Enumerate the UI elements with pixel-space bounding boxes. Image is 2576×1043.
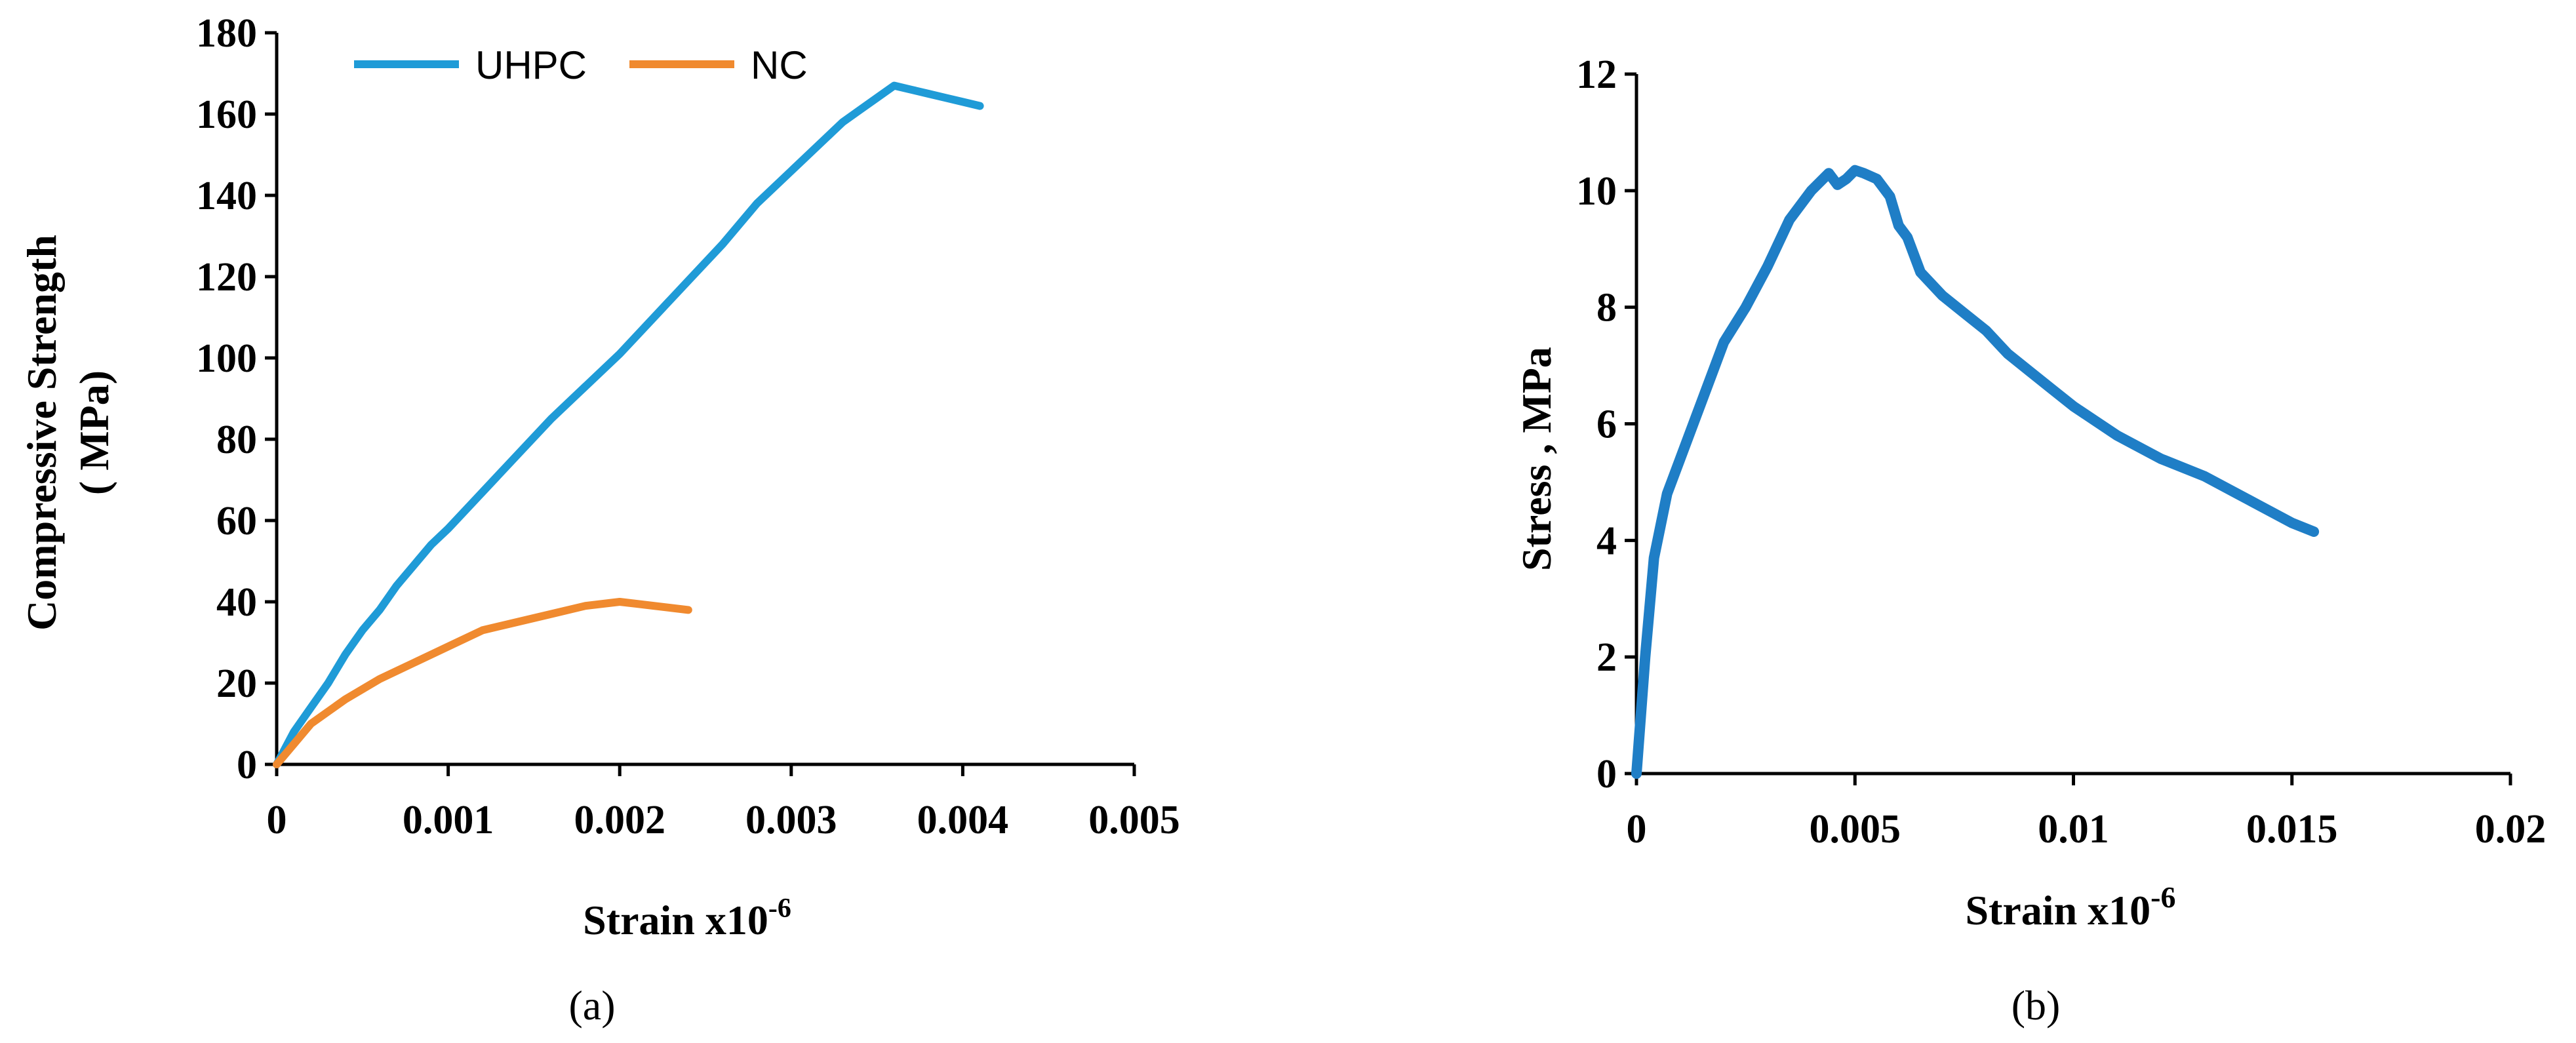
chart-a-x-ticks: 0 0.001 0.002 0.003 0.004 0.005 xyxy=(267,764,1180,842)
chart-b-x-ticks: 0 0.005 0.01 0.015 0.02 xyxy=(1627,774,2546,852)
chart-a-xtick-label: 0.001 xyxy=(403,798,494,842)
chart-b-ytick-label: 8 xyxy=(1596,286,1617,330)
chart-a-legend: UHPC NC xyxy=(354,43,808,87)
chart-b-ylabel: Stress , MPa xyxy=(1513,347,1560,571)
chart-a-xtick-label: 0.002 xyxy=(574,798,665,842)
chart-a-ytick-label: 0 xyxy=(237,743,257,787)
chart-a-ytick-label: 100 xyxy=(196,336,257,381)
chart-a-y-ticks: 0 20 40 60 80 100 120 140 160 180 xyxy=(196,11,277,787)
chart-b: 0 2 4 6 8 10 12 0 0.005 0.01 0.015 0.02 Stress , M… xyxy=(1513,52,2546,1029)
chart-a-xlabel-main: Strain x10 xyxy=(583,897,768,943)
chart-b-ytick-label: 6 xyxy=(1596,403,1617,447)
chart-a-caption: (a) xyxy=(568,982,615,1029)
chart-a-ytick-label: 140 xyxy=(196,174,257,218)
chart-b-series xyxy=(1631,165,2320,779)
chart-a-ytick-label: 80 xyxy=(216,418,257,462)
chart-a-xtick-label: 0.005 xyxy=(1088,798,1180,842)
chart-b-y-ticks: 0 2 4 6 8 10 12 xyxy=(1576,52,1636,797)
chart-a-xlabel-sup: -6 xyxy=(768,894,791,924)
chart-a-ylabel-line2: ( MPa) xyxy=(71,370,117,495)
legend-nc-label: NC xyxy=(751,43,808,87)
chart-b-xtick-label: 0.005 xyxy=(1810,807,1901,852)
chart-b-xtick-label: 0.02 xyxy=(2475,807,2546,852)
chart-b-xtick-label: 0.015 xyxy=(2246,807,2338,852)
chart-b-xtick-label: 0 xyxy=(1627,807,1647,852)
chart-a-ytick-label: 40 xyxy=(216,580,257,625)
chart-a-ytick-label: 160 xyxy=(196,92,257,137)
chart-b-xtick-label: 0.01 xyxy=(2038,807,2109,852)
chart-a: 0 20 40 60 80 100 120 140 160 180 0 0.001 0.002 0.00… xyxy=(18,11,1180,1029)
chart-a-xtick-label: 0.003 xyxy=(745,798,837,842)
chart-b-ytick-label: 12 xyxy=(1576,52,1617,97)
chart-a-ytick-label: 20 xyxy=(216,661,257,706)
chart-b-ytick-label: 2 xyxy=(1596,635,1617,680)
chart-b-xlabel-main: Strain x10 xyxy=(1965,887,2150,934)
chart-a-xtick-label: 0.004 xyxy=(917,798,1009,842)
chart-a-series-uhpc-line xyxy=(273,81,984,768)
legend-uhpc-label: UHPC xyxy=(475,43,587,87)
chart-b-ytick-label: 10 xyxy=(1576,169,1617,214)
chart-b-series-stress-strain-line xyxy=(1631,165,2320,779)
chart-b-ytick-label: 4 xyxy=(1596,519,1617,563)
chart-b-xlabel-sup: -6 xyxy=(2150,880,2175,914)
chart-b-xlabel: Strain x10-6 xyxy=(1965,880,2175,934)
chart-a-ytick-label: 180 xyxy=(196,11,257,56)
chart-a-ylabel-line1: Compressive Strength xyxy=(18,235,65,631)
chart-a-ytick-label: 120 xyxy=(196,255,257,300)
chart-a-series-nc-line xyxy=(273,598,692,768)
chart-a-series xyxy=(273,81,984,768)
chart-a-xtick-label: 0 xyxy=(267,798,287,842)
chart-a-ytick-label: 60 xyxy=(216,499,257,543)
chart-a-xlabel: Strain x10-6 xyxy=(583,894,791,943)
chart-b-ytick-label: 0 xyxy=(1596,752,1617,797)
chart-b-caption: (b) xyxy=(2011,982,2061,1029)
